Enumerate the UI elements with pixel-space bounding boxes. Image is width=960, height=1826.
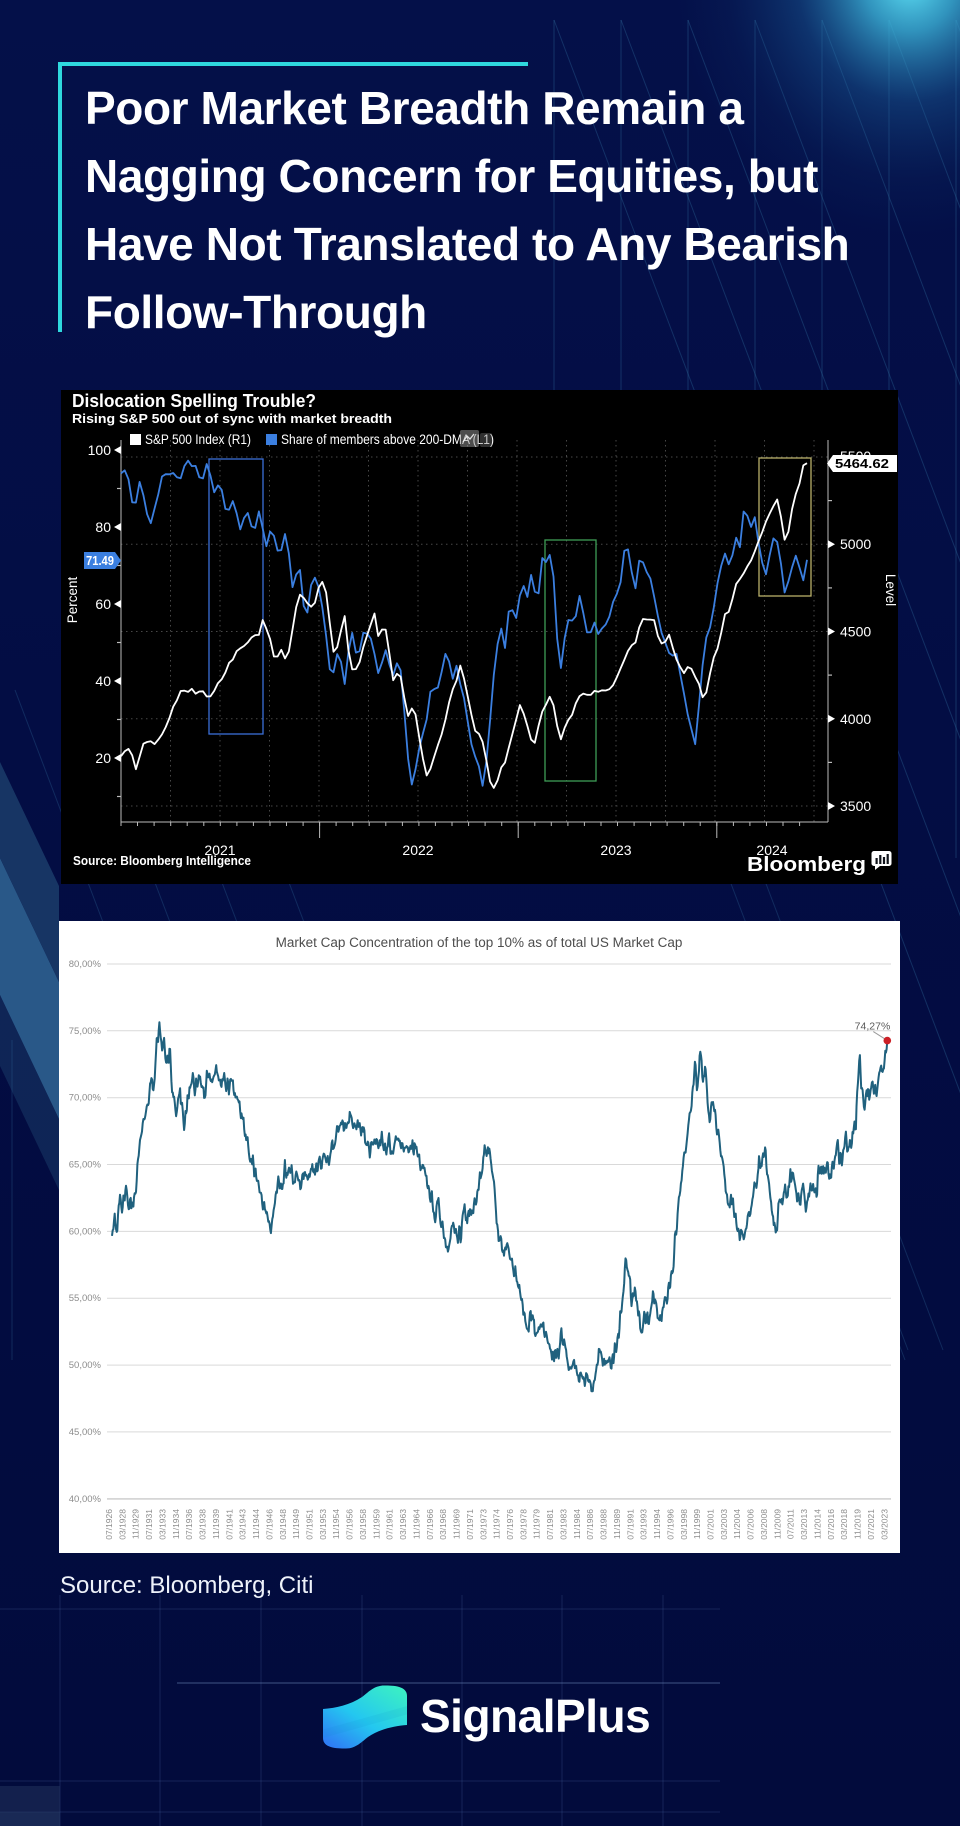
svg-text:11/2009: 11/2009 bbox=[772, 1509, 782, 1539]
svg-text:Dislocation Spelling Trouble?: Dislocation Spelling Trouble? bbox=[72, 391, 316, 411]
svg-text:11/1954: 11/1954 bbox=[331, 1509, 341, 1539]
svg-text:Level: Level bbox=[883, 574, 898, 606]
svg-text:75,00%: 75,00% bbox=[69, 1026, 102, 1037]
svg-text:2024: 2024 bbox=[756, 842, 787, 858]
svg-text:Share of members above 200-DMA: Share of members above 200-DMA (L1) bbox=[281, 431, 494, 447]
svg-text:11/1934: 11/1934 bbox=[171, 1509, 181, 1539]
svg-text:03/1933: 03/1933 bbox=[158, 1509, 168, 1540]
svg-text:11/1974: 11/1974 bbox=[492, 1509, 502, 1539]
svg-text:5464.62: 5464.62 bbox=[835, 456, 889, 471]
svg-text:03/1963: 03/1963 bbox=[398, 1509, 408, 1540]
svg-text:03/1928: 03/1928 bbox=[117, 1509, 127, 1540]
svg-text:03/2003: 03/2003 bbox=[719, 1509, 729, 1540]
svg-text:60: 60 bbox=[95, 596, 111, 612]
svg-text:11/2004: 11/2004 bbox=[732, 1509, 742, 1539]
svg-text:11/1979: 11/1979 bbox=[532, 1509, 542, 1539]
svg-text:07/1956: 07/1956 bbox=[345, 1509, 355, 1540]
svg-text:03/1938: 03/1938 bbox=[198, 1509, 208, 1540]
svg-text:40,00%: 40,00% bbox=[69, 1494, 102, 1505]
svg-text:4000: 4000 bbox=[840, 711, 871, 727]
svg-text:Bloomberg: Bloomberg bbox=[747, 854, 866, 876]
svg-text:03/2023: 03/2023 bbox=[879, 1509, 889, 1540]
svg-text:07/1931: 07/1931 bbox=[144, 1509, 154, 1540]
svg-text:03/2008: 03/2008 bbox=[759, 1509, 769, 1540]
svg-text:07/1941: 07/1941 bbox=[224, 1509, 234, 1540]
svg-text:2022: 2022 bbox=[402, 842, 433, 858]
svg-text:07/2021: 07/2021 bbox=[866, 1509, 876, 1540]
svg-text:03/2018: 03/2018 bbox=[839, 1509, 849, 1540]
svg-text:07/1976: 07/1976 bbox=[505, 1509, 515, 1540]
svg-text:11/1949: 11/1949 bbox=[291, 1509, 301, 1539]
svg-text:Source: Bloomberg Intelligence: Source: Bloomberg Intelligence bbox=[73, 854, 251, 868]
svg-text:07/1936: 07/1936 bbox=[184, 1509, 194, 1540]
svg-text:07/2016: 07/2016 bbox=[826, 1509, 836, 1540]
svg-text:11/1944: 11/1944 bbox=[251, 1509, 261, 1539]
svg-text:Percent: Percent bbox=[65, 576, 80, 623]
svg-text:07/1991: 07/1991 bbox=[625, 1509, 635, 1540]
svg-text:20: 20 bbox=[95, 750, 111, 766]
svg-text:07/2011: 07/2011 bbox=[786, 1509, 796, 1539]
svg-text:07/2001: 07/2001 bbox=[706, 1509, 716, 1540]
svg-text:74,27%: 74,27% bbox=[855, 1021, 891, 1033]
svg-text:03/1948: 03/1948 bbox=[278, 1509, 288, 1540]
svg-text:03/1978: 03/1978 bbox=[518, 1509, 528, 1540]
svg-text:55,00%: 55,00% bbox=[69, 1293, 102, 1304]
svg-text:Market Cap Concentration of th: Market Cap Concentration of the top 10% … bbox=[276, 935, 683, 950]
svg-text:07/1981: 07/1981 bbox=[545, 1509, 555, 1540]
svg-text:07/1996: 07/1996 bbox=[665, 1509, 675, 1540]
svg-text:100: 100 bbox=[88, 442, 112, 458]
svg-text:03/1988: 03/1988 bbox=[599, 1509, 609, 1540]
svg-text:45,00%: 45,00% bbox=[69, 1427, 102, 1438]
svg-text:07/1971: 07/1971 bbox=[465, 1509, 475, 1540]
svg-text:40: 40 bbox=[95, 673, 111, 689]
svg-text:70,00%: 70,00% bbox=[69, 1093, 102, 1104]
svg-text:07/2006: 07/2006 bbox=[746, 1509, 756, 1540]
svg-text:65,00%: 65,00% bbox=[69, 1160, 102, 1171]
svg-text:11/1939: 11/1939 bbox=[211, 1509, 221, 1539]
svg-text:71.49: 71.49 bbox=[86, 553, 114, 568]
svg-text:4500: 4500 bbox=[840, 624, 871, 640]
svg-text:11/1989: 11/1989 bbox=[612, 1509, 622, 1539]
svg-text:03/2013: 03/2013 bbox=[799, 1509, 809, 1540]
svg-text:07/1961: 07/1961 bbox=[385, 1509, 395, 1540]
svg-text:2023: 2023 bbox=[600, 842, 631, 858]
svg-text:03/1993: 03/1993 bbox=[639, 1509, 649, 1540]
svg-text:80,00%: 80,00% bbox=[69, 959, 102, 970]
svg-text:Rising S&P 500 out of sync wit: Rising S&P 500 out of sync with market b… bbox=[72, 411, 392, 426]
svg-text:07/1966: 07/1966 bbox=[425, 1509, 435, 1540]
svg-text:07/1986: 07/1986 bbox=[585, 1509, 595, 1540]
svg-text:60,00%: 60,00% bbox=[69, 1226, 102, 1237]
svg-text:11/1984: 11/1984 bbox=[572, 1509, 582, 1539]
svg-text:S&P 500 Index (R1): S&P 500 Index (R1) bbox=[145, 431, 251, 447]
svg-text:80: 80 bbox=[95, 519, 111, 535]
svg-text:03/1973: 03/1973 bbox=[478, 1509, 488, 1540]
svg-text:03/1943: 03/1943 bbox=[238, 1509, 248, 1540]
svg-text:11/2019: 11/2019 bbox=[853, 1509, 863, 1539]
svg-text:2021: 2021 bbox=[204, 842, 235, 858]
svg-text:03/1968: 03/1968 bbox=[438, 1509, 448, 1540]
svg-text:03/1953: 03/1953 bbox=[318, 1509, 328, 1540]
svg-text:03/1998: 03/1998 bbox=[679, 1509, 689, 1540]
svg-text:5000: 5000 bbox=[840, 536, 871, 552]
svg-text:11/1959: 11/1959 bbox=[371, 1509, 381, 1539]
svg-text:11/1964: 11/1964 bbox=[411, 1509, 421, 1539]
svg-text:07/1946: 07/1946 bbox=[264, 1509, 274, 1540]
svg-text:07/1926: 07/1926 bbox=[104, 1509, 114, 1540]
svg-text:03/1983: 03/1983 bbox=[559, 1509, 569, 1540]
svg-text:11/1994: 11/1994 bbox=[652, 1509, 662, 1539]
svg-text:3500: 3500 bbox=[840, 798, 871, 814]
svg-text:11/1969: 11/1969 bbox=[452, 1509, 462, 1539]
svg-text:11/1999: 11/1999 bbox=[692, 1509, 702, 1539]
svg-text:50,00%: 50,00% bbox=[69, 1360, 102, 1371]
svg-text:03/1958: 03/1958 bbox=[358, 1509, 368, 1540]
svg-text:11/2014: 11/2014 bbox=[812, 1509, 822, 1539]
svg-text:11/1929: 11/1929 bbox=[131, 1509, 141, 1539]
svg-text:07/1951: 07/1951 bbox=[305, 1509, 315, 1540]
